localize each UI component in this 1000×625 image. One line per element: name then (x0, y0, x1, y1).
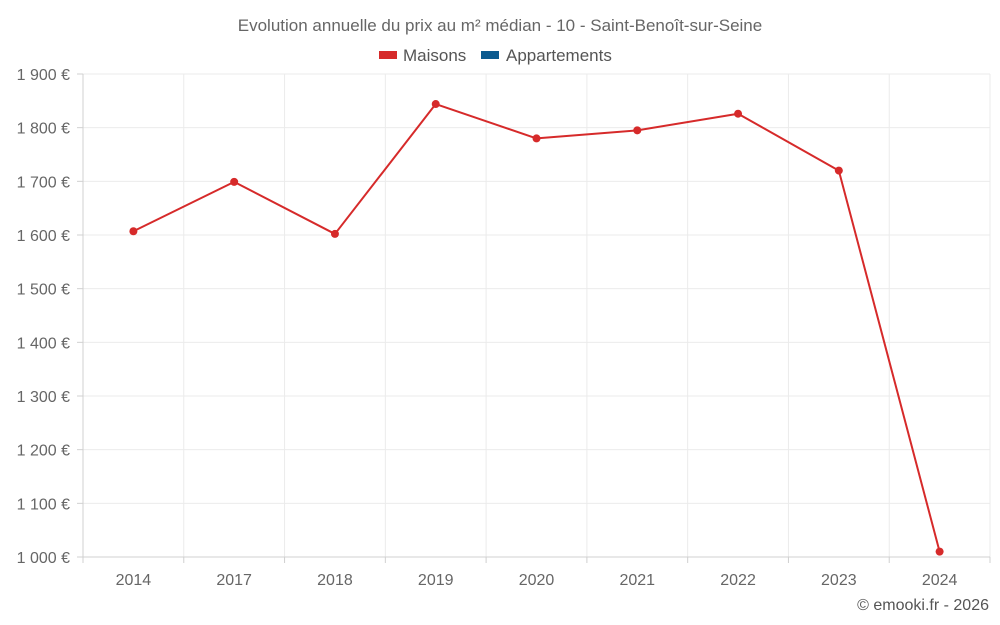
x-tick-label: 2021 (619, 572, 655, 589)
x-tick-label: 2024 (922, 572, 958, 589)
y-tick-label: 1 100 € (17, 496, 70, 513)
data-point-2023[interactable] (834, 166, 843, 175)
x-tick-label: 2019 (418, 572, 454, 589)
x-tick-label: 2018 (317, 572, 353, 589)
series-maisons (129, 100, 944, 556)
data-point-2024[interactable] (935, 547, 944, 556)
legend-swatch-appartements (481, 51, 499, 59)
legend-item-appartements[interactable]: Appartements (481, 46, 612, 65)
y-tick-label: 1 900 € (17, 67, 70, 84)
y-tick-label: 1 800 € (17, 121, 70, 138)
y-tick-label: 1 000 € (17, 550, 70, 567)
y-tick-label: 1 500 € (17, 282, 70, 299)
data-point-2021[interactable] (633, 126, 642, 135)
axes: 1 000 € 1 100 € 1 200 € 1 300 € 1 400 € 1 500… (17, 67, 991, 589)
legend-swatch-maisons (379, 51, 397, 59)
chart-title: Evolution annuelle du prix au m² médian … (238, 16, 762, 35)
series-line-maisons (132, 103, 941, 552)
data-point-2014[interactable] (129, 227, 138, 236)
x-tick-label: 2023 (821, 572, 857, 589)
y-tick-label: 1 700 € (17, 174, 70, 191)
x-tick-label: 2022 (720, 572, 756, 589)
y-tick-label: 1 400 € (17, 335, 70, 352)
legend: Maisons Appartements (379, 46, 612, 65)
legend-label-appartements: Appartements (506, 46, 612, 65)
y-tick-label: 1 600 € (17, 228, 70, 245)
x-tick-label: 2020 (519, 572, 555, 589)
data-point-2017[interactable] (230, 177, 239, 186)
y-tick-label: 1 300 € (17, 389, 70, 406)
grid (82, 73, 991, 557)
data-point-2022[interactable] (734, 109, 743, 118)
credit-text: © emooki.fr - 2026 (857, 597, 989, 614)
y-tick-label: 1 200 € (17, 443, 70, 460)
data-point-2019[interactable] (431, 100, 440, 109)
x-tick-label: 2017 (216, 572, 252, 589)
data-point-2020[interactable] (532, 134, 541, 143)
x-tick-label: 2014 (116, 572, 152, 589)
legend-item-maisons[interactable]: Maisons (379, 46, 466, 65)
legend-label-maisons: Maisons (403, 46, 466, 65)
data-point-2018[interactable] (330, 229, 339, 238)
